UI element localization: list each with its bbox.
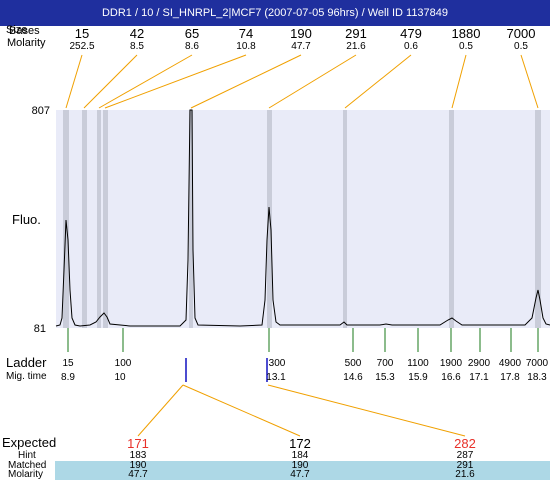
molarity-value: 47.7: [290, 469, 310, 480]
peak-connector: [98, 54, 193, 109]
peak-molarity: 0.5: [514, 41, 528, 52]
peak-size: 190: [290, 26, 312, 41]
peak-connector: [520, 54, 539, 109]
peak-size: 1880: [451, 26, 481, 41]
peak-band: [535, 110, 541, 328]
peak-connector: [104, 54, 247, 109]
matched-label: Matched: [8, 460, 47, 471]
hint-label: Hint: [18, 450, 36, 461]
ladder-time: 10: [114, 372, 126, 383]
ladder-size: 15: [62, 358, 74, 369]
ladder-time: 8.9: [61, 372, 75, 383]
molarity-header-label: Molarity: [7, 37, 46, 49]
ladder-time: 17.1: [469, 372, 489, 383]
plot-area: [56, 110, 550, 328]
y-axis-label: Fluo.: [12, 212, 41, 227]
ladder-time: 15.3: [375, 372, 395, 383]
ladder-time: 18.3: [527, 372, 547, 383]
peak-connector: [268, 54, 357, 109]
ladder-size: 2900: [467, 358, 491, 369]
peak-connector: [344, 54, 412, 109]
ladder-time: 17.8: [500, 372, 520, 383]
expected-value: 282: [454, 436, 476, 451]
peak-size: 65: [184, 26, 200, 41]
peak-band: [449, 110, 454, 328]
expected-connector: [267, 384, 466, 437]
hint-value: 183: [129, 450, 147, 461]
expected-connector: [182, 384, 301, 437]
peak-band: [103, 110, 108, 328]
hint-value: 287: [456, 450, 474, 461]
expected-value: 171: [127, 436, 149, 451]
peak-band: [189, 110, 193, 328]
peak-size: 291: [345, 26, 367, 41]
y-axis-max: 807: [31, 105, 50, 117]
expected-label: Expected: [2, 435, 57, 450]
peak-band: [343, 110, 347, 328]
peak-connector: [190, 54, 302, 109]
ladder-time: 13.1: [266, 372, 286, 383]
peak-size: 7000: [506, 26, 536, 41]
ladder-size: 1900: [439, 358, 463, 369]
peak-molarity: 0.6: [404, 41, 418, 52]
ladder-size: 4900: [498, 358, 522, 369]
ladder-label: Ladder: [6, 355, 47, 370]
ladder-size: 7000: [525, 358, 549, 369]
ladder-size: 500: [344, 358, 362, 369]
matched-value: 190: [129, 460, 147, 471]
size-header-label: Size: [6, 24, 28, 36]
peak-size: 15: [74, 26, 90, 41]
peak-connector: [83, 54, 138, 109]
peak-size: 42: [129, 26, 145, 41]
ladder-size: 700: [376, 358, 394, 369]
ladder-size: 1100: [407, 358, 429, 369]
matched-value: 190: [291, 460, 309, 471]
peak-molarity: 0.5: [459, 41, 473, 52]
molarity-label: Molarity: [8, 469, 44, 480]
ladder-time: 16.6: [441, 372, 461, 383]
peak-molarity: 10.8: [236, 41, 256, 52]
ladder-size: 100: [114, 358, 132, 369]
fluorescence-trace: [55, 109, 550, 327]
peak-molarity: 47.7: [291, 41, 311, 52]
matched-molarity-band: [55, 461, 550, 480]
y-axis-min: 81: [33, 323, 46, 335]
peak-size: 74: [238, 26, 254, 41]
expected-connector: [137, 384, 184, 437]
peak-molarity: 8.6: [185, 41, 199, 52]
peak-connector: [65, 54, 83, 109]
peak-molarity: 8.5: [130, 41, 144, 52]
peak-size: 479: [400, 26, 422, 41]
ladder-time: 14.6: [343, 372, 363, 383]
peak-molarity: 252.5: [69, 41, 95, 52]
hint-value: 184: [291, 450, 309, 461]
peak-band: [82, 110, 87, 328]
peak-band: [267, 110, 272, 328]
matched-value: 291: [456, 460, 474, 471]
peak-band: [63, 110, 69, 328]
peak-molarity: 21.6: [346, 41, 366, 52]
peak-band: [97, 110, 101, 328]
molarity-value: 47.7: [128, 469, 148, 480]
ladder-time: 15.9: [408, 372, 428, 383]
peak-connector: [451, 54, 467, 109]
bases-header-label: Bases: [9, 25, 40, 37]
mig-time-label: Mig. time: [6, 371, 47, 382]
ladder-size: 300: [268, 358, 286, 369]
expected-value: 172: [289, 436, 311, 451]
molarity-value: 21.6: [455, 469, 475, 480]
window-title: DDR1 / 10 / SI_HNRPL_2|MCF7 (2007-07-05 …: [0, 0, 550, 26]
